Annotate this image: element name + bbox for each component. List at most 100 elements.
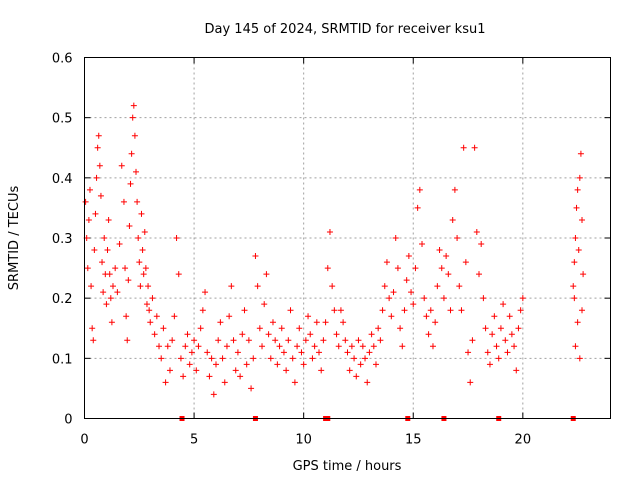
data-point <box>392 235 399 241</box>
data-point <box>215 337 222 344</box>
data-point <box>476 271 482 278</box>
data-point <box>120 198 127 205</box>
data-point <box>141 228 148 235</box>
x-tick-label: 0 <box>80 433 88 448</box>
data-point <box>103 301 110 308</box>
data-point <box>139 247 146 254</box>
data-points <box>82 102 587 421</box>
data-point <box>82 198 89 205</box>
data-point <box>364 379 371 386</box>
data-point <box>307 331 314 338</box>
data-point <box>142 265 149 272</box>
data-point <box>574 186 581 193</box>
data-point <box>204 349 211 356</box>
data-point <box>399 343 406 350</box>
data-point <box>89 325 96 332</box>
data-point <box>261 301 268 308</box>
data-point <box>95 132 102 139</box>
data-point <box>357 361 364 368</box>
data-point <box>138 210 145 217</box>
data-point <box>100 289 107 296</box>
data-point <box>186 361 193 368</box>
data-point <box>379 307 386 314</box>
data-point <box>500 301 507 308</box>
data-point <box>508 331 515 338</box>
data-point <box>248 385 255 392</box>
data-point <box>289 355 296 362</box>
data-point <box>390 289 397 296</box>
data-point <box>294 343 301 350</box>
data-point <box>462 259 469 266</box>
data-point <box>337 307 344 314</box>
data-point <box>401 307 408 314</box>
data-point <box>259 343 266 350</box>
data-point <box>108 319 115 326</box>
data-point <box>114 289 121 296</box>
data-point <box>149 295 156 302</box>
data-point <box>85 216 92 223</box>
x-tick-label: 5 <box>190 433 198 448</box>
data-point <box>436 247 443 254</box>
data-point <box>265 331 272 338</box>
data-point <box>443 253 450 260</box>
data-point <box>473 228 480 235</box>
data-point <box>342 337 349 344</box>
data-point <box>109 283 116 290</box>
data-point <box>322 319 329 326</box>
y-axis-label: SRMTID / TECUs <box>7 186 22 291</box>
data-point <box>164 343 171 350</box>
data-point <box>94 144 101 151</box>
data-point <box>579 216 586 223</box>
data-point <box>313 319 320 326</box>
data-point <box>329 283 336 290</box>
data-point <box>311 343 318 350</box>
data-point <box>254 283 261 290</box>
data-point <box>370 343 377 350</box>
data-point <box>296 325 303 332</box>
data-point <box>571 295 578 302</box>
data-point <box>210 391 217 398</box>
data-point <box>130 102 137 109</box>
data-point <box>434 283 441 290</box>
data-point <box>86 186 93 193</box>
data-point <box>280 349 287 356</box>
ticks: 0 0.1 0.2 0.3 0.4 0.5 0.6 0 5 10 15 20 <box>52 52 611 448</box>
y-tick-label: 0.2 <box>52 292 73 307</box>
data-point <box>440 295 447 302</box>
data-point <box>112 265 119 272</box>
data-point <box>366 349 373 356</box>
data-point <box>410 301 417 308</box>
data-point <box>256 325 263 332</box>
data-point <box>175 271 182 278</box>
data-point <box>427 307 434 314</box>
data-point <box>576 174 583 181</box>
data-point <box>272 337 279 344</box>
data-point <box>517 307 524 314</box>
data-point <box>580 271 587 278</box>
data-point <box>99 259 106 266</box>
data-point <box>302 337 309 344</box>
data-point <box>283 367 290 374</box>
data-point <box>104 247 111 254</box>
data-point <box>88 283 95 290</box>
data-point <box>285 337 292 344</box>
data-point <box>482 325 489 332</box>
data-point <box>340 319 347 326</box>
data-point <box>324 265 331 272</box>
data-point <box>101 235 108 241</box>
data-point <box>504 349 511 356</box>
data-point <box>381 283 388 290</box>
data-point <box>333 331 340 338</box>
data-point <box>388 313 395 320</box>
x-tick-label: 15 <box>405 433 422 448</box>
data-point <box>84 265 91 272</box>
data-point <box>375 325 382 332</box>
data-point <box>326 228 333 235</box>
x-axis-label: GPS time / hours <box>293 459 402 474</box>
data-point <box>97 192 104 199</box>
data-point <box>454 235 461 241</box>
data-point <box>403 277 410 284</box>
data-point <box>151 331 158 338</box>
grid <box>84 57 611 419</box>
y-tick-label: 0 <box>64 413 72 428</box>
